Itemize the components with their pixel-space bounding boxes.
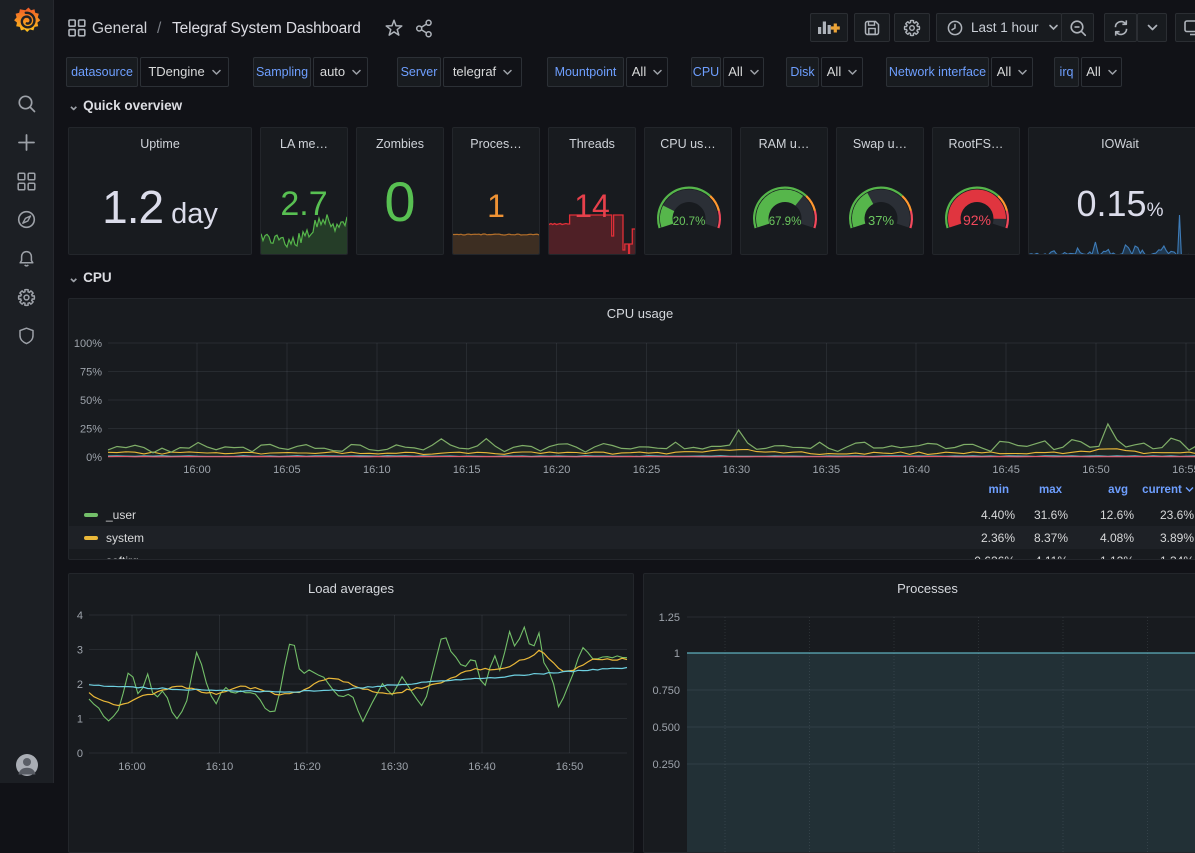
svg-text:16:15: 16:15 <box>453 464 481 476</box>
svg-text:25%: 25% <box>80 424 102 436</box>
svg-text:92%: 92% <box>963 212 991 228</box>
svg-text:16:20: 16:20 <box>543 464 571 476</box>
svg-text:16:20: 16:20 <box>293 761 321 773</box>
svg-text:0.250: 0.250 <box>652 759 680 771</box>
svg-text:2: 2 <box>77 679 83 691</box>
svg-text:16:45: 16:45 <box>992 464 1020 476</box>
svg-text:0.750: 0.750 <box>652 685 680 697</box>
svg-text:1: 1 <box>77 714 83 726</box>
svg-text:100%: 100% <box>74 338 102 350</box>
svg-text:16:55: 16:55 <box>1172 464 1195 476</box>
svg-text:16:40: 16:40 <box>902 464 930 476</box>
svg-text:0.500: 0.500 <box>652 722 680 734</box>
svg-text:16:30: 16:30 <box>381 761 409 773</box>
svg-text:16:30: 16:30 <box>723 464 751 476</box>
svg-text:16:00: 16:00 <box>183 464 211 476</box>
svg-text:16:10: 16:10 <box>363 464 391 476</box>
svg-text:20.7%: 20.7% <box>673 216 706 228</box>
svg-text:37%: 37% <box>868 213 894 228</box>
svg-text:4: 4 <box>77 610 83 622</box>
svg-text:50%: 50% <box>80 395 102 407</box>
svg-text:75%: 75% <box>80 367 102 379</box>
svg-text:16:35: 16:35 <box>813 464 841 476</box>
svg-text:16:10: 16:10 <box>206 761 234 773</box>
svg-text:16:50: 16:50 <box>1082 464 1110 476</box>
svg-text:16:40: 16:40 <box>468 761 496 773</box>
svg-text:1: 1 <box>674 648 680 660</box>
svg-text:0: 0 <box>77 748 83 760</box>
svg-text:16:50: 16:50 <box>556 761 584 773</box>
svg-text:67.9%: 67.9% <box>769 216 802 228</box>
svg-text:1.25: 1.25 <box>659 612 680 624</box>
svg-text:0%: 0% <box>86 452 102 464</box>
svg-text:16:25: 16:25 <box>633 464 661 476</box>
svg-text:16:00: 16:00 <box>118 761 146 773</box>
svg-text:16:05: 16:05 <box>273 464 301 476</box>
svg-text:3: 3 <box>77 645 83 657</box>
